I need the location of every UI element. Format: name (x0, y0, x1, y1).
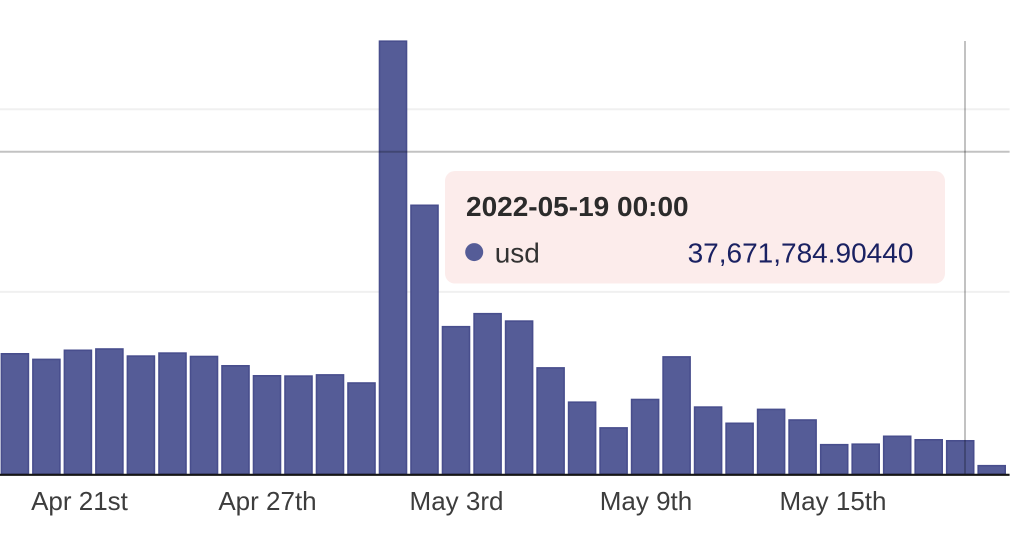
svg-text:2022-05-19 00:00: 2022-05-19 00:00 (466, 191, 689, 222)
svg-text:May 3rd: May 3rd (410, 486, 504, 516)
svg-text:usd: usd (495, 238, 540, 269)
svg-text:37,671,784.90440: 37,671,784.90440 (688, 238, 914, 269)
svg-text:Apr 27th: Apr 27th (218, 486, 316, 516)
svg-text:Apr 21st: Apr 21st (31, 486, 129, 516)
svg-text:May 15th: May 15th (780, 486, 887, 516)
svg-text:May 9th: May 9th (600, 486, 693, 516)
